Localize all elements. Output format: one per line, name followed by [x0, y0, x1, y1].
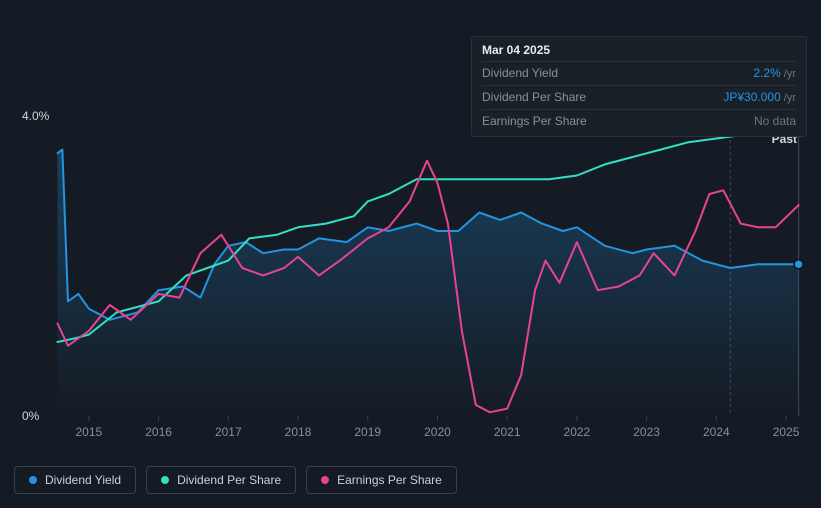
tooltip-date: Mar 04 2025: [482, 43, 796, 57]
y-axis-label-max: 4.0%: [22, 109, 49, 123]
tooltip: Mar 04 2025 Dividend Yield2.2%/yrDividen…: [471, 36, 807, 137]
legend-swatch: [161, 476, 169, 484]
x-axis-tick: 2020: [424, 425, 451, 439]
tooltip-row: Earnings Per Share No data: [482, 109, 796, 132]
legend-label: Dividend Per Share: [177, 473, 281, 487]
tooltip-row-label: Dividend Yield: [482, 64, 558, 82]
legend-swatch: [29, 476, 37, 484]
x-axis-tick: 2022: [564, 425, 591, 439]
tooltip-row-value: JP¥30.000/yr: [723, 88, 796, 107]
legend-item[interactable]: Dividend Per Share: [146, 466, 296, 494]
tooltip-row-value: No data: [754, 112, 796, 130]
x-axis-tick: 2017: [215, 425, 242, 439]
legend: Dividend Yield Dividend Per Share Earnings…: [14, 466, 457, 494]
x-axis-tick: 2023: [633, 425, 660, 439]
tooltip-row: Dividend Per Share JP¥30.000/yr: [482, 85, 796, 109]
tooltip-row-label: Dividend Per Share: [482, 88, 586, 106]
tooltip-row-label: Earnings Per Share: [482, 112, 587, 130]
tooltip-row-value: 2.2%/yr: [753, 64, 796, 83]
x-axis-tick: 2025: [773, 425, 800, 439]
legend-label: Earnings Per Share: [337, 473, 442, 487]
x-axis-tick: 2016: [145, 425, 172, 439]
x-axis-tick: 2021: [494, 425, 521, 439]
legend-label: Dividend Yield: [45, 473, 121, 487]
x-axis-tick: 2018: [285, 425, 312, 439]
x-axis-tick: 2019: [354, 425, 381, 439]
tooltip-row: Dividend Yield 2.2%/yr: [482, 61, 796, 85]
legend-swatch: [321, 476, 329, 484]
x-axis-tick: 2024: [703, 425, 730, 439]
chart-container: 4.0% 0% 2015 2016 2017 2018 2019 2020 2021 2022…: [0, 0, 821, 508]
x-axis-tick: 2015: [76, 425, 103, 439]
legend-item[interactable]: Dividend Yield: [14, 466, 136, 494]
y-axis-label-min: 0%: [22, 409, 39, 423]
legend-item[interactable]: Earnings Per Share: [306, 466, 457, 494]
